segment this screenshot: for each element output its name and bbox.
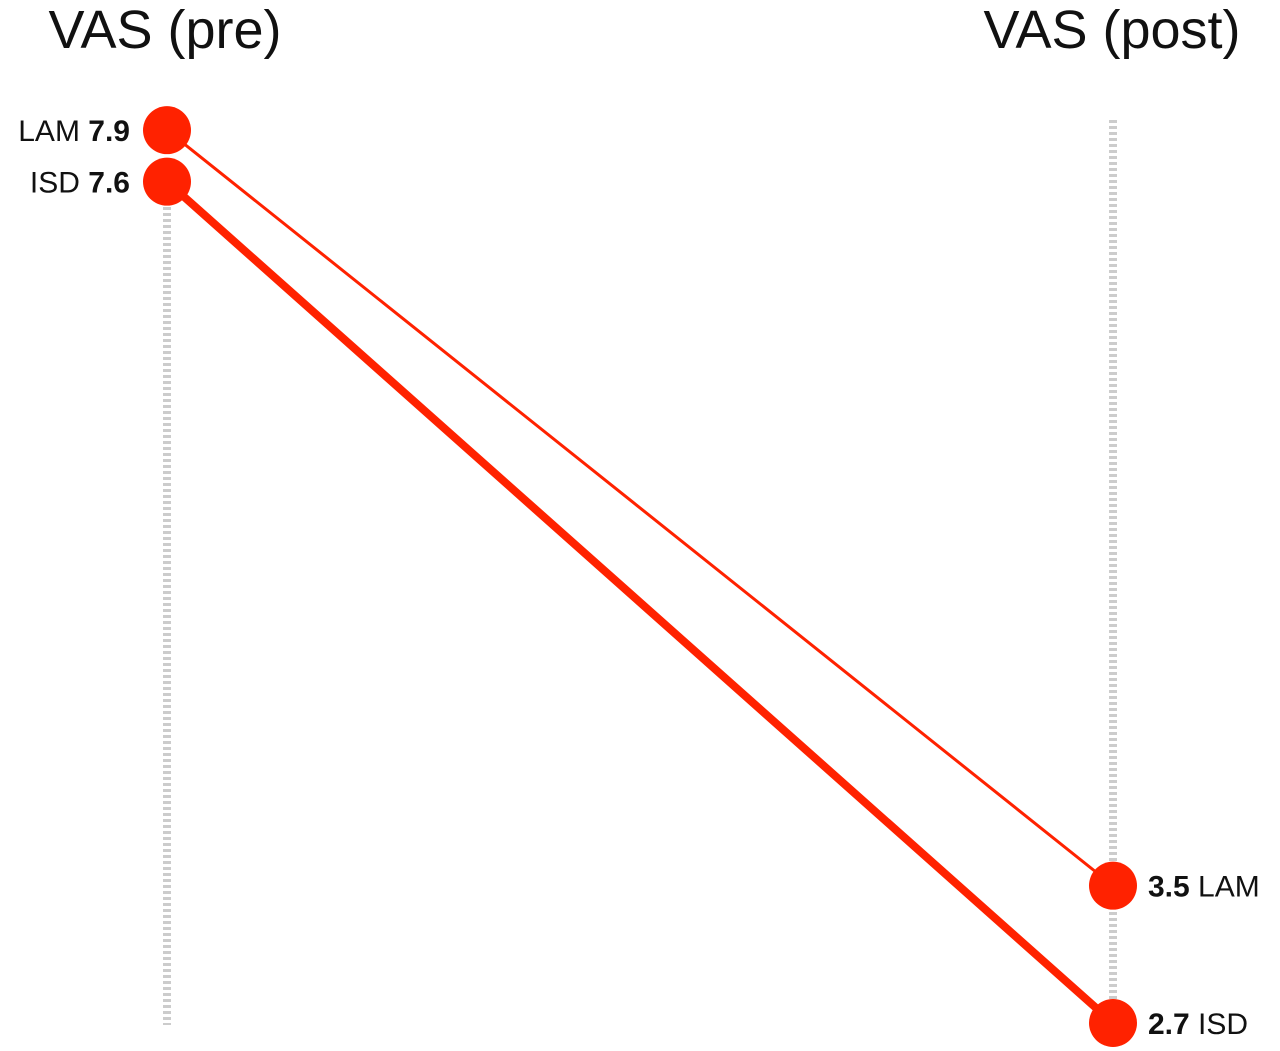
data-labels: LAM 7.9 3.5 LAM ISD 7.6 2.7 ISD [18,115,1260,1041]
label-post-lam: 3.5 LAM [1148,871,1260,904]
label-post-isd: 2.7 ISD [1148,1008,1248,1041]
series-line-isd [163,177,1117,1027]
label-pre-lam: LAM 7.9 [18,115,130,148]
label-pre-value-isd: 7.6 [88,167,130,200]
label-pre-name-isd: ISD [30,167,88,200]
axis-title-pre: VAS (pre) [48,0,281,60]
label-post-name-isd: ISD [1190,1008,1248,1041]
label-post-value-lam: 3.5 [1148,871,1190,904]
point-pre-lam [143,106,191,155]
axis-guides [163,120,1117,1025]
point-post-isd [1089,999,1137,1047]
data-points [143,106,1137,1047]
axis-title-post: VAS (post) [983,0,1240,60]
label-post-value-isd: 2.7 [1148,1008,1190,1041]
label-pre-name-lam: LAM [18,115,88,148]
series-line-lam [165,128,1115,888]
series-lines [163,128,1117,1027]
label-post-name-lam: LAM [1190,871,1260,904]
point-pre-isd [143,157,191,206]
label-pre-isd: ISD 7.6 [30,167,130,200]
point-post-lam [1089,861,1137,910]
label-pre-value-lam: 7.9 [88,115,130,148]
